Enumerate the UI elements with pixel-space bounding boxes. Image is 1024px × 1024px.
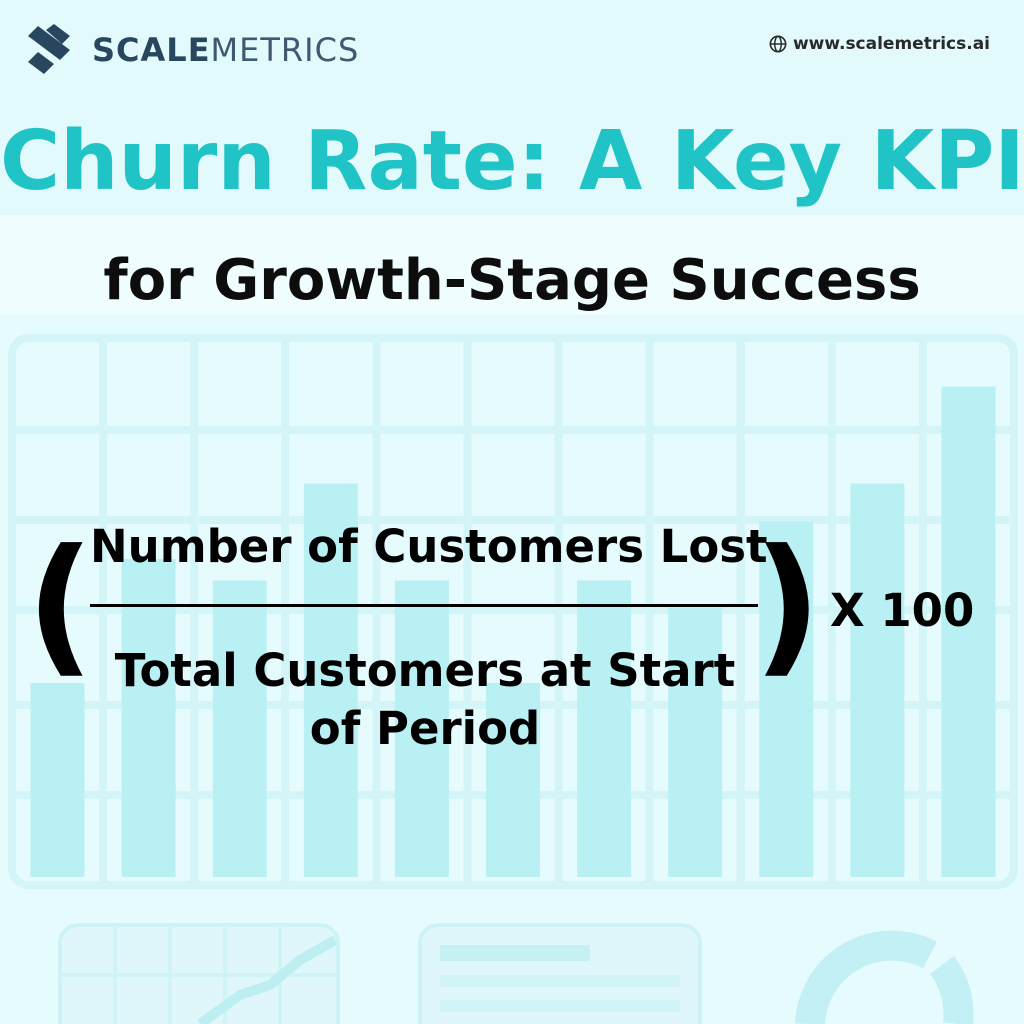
scalemetrics-logo-icon (28, 24, 70, 74)
website[interactable]: www.scalemetrics.ai (769, 34, 990, 54)
decor-bar (941, 386, 996, 877)
decor-bar (30, 682, 85, 877)
decor-donut (795, 930, 937, 1024)
page-title: Churn Rate: A Key KPI (0, 114, 1024, 209)
formula-open-paren: ( (26, 518, 95, 692)
brand-name: SCALEMETRICS (92, 30, 359, 70)
header-band (0, 0, 1024, 215)
decor-bar (212, 580, 267, 877)
decor-bar (121, 558, 176, 877)
decor-bars (30, 386, 996, 877)
fraction-line (90, 604, 758, 607)
website-url[interactable]: www.scalemetrics.ai (792, 34, 990, 54)
decor-bar (303, 483, 358, 877)
decor-bar (668, 607, 723, 877)
globe-icon (769, 35, 787, 53)
page-subtitle: for Growth-Stage Success (103, 248, 921, 313)
brand-name-bold: SCALE (92, 31, 211, 69)
formula-numerator: Number of Customers Lost (90, 520, 768, 573)
decor-bar (759, 521, 814, 877)
decor-bar (486, 682, 540, 877)
decor-bar (577, 580, 632, 877)
subtitle-band (0, 215, 1024, 315)
decor-trend-line (197, 935, 338, 1024)
formula-denominator: Total Customers at Start of Period (114, 644, 736, 755)
decor-bar (850, 483, 905, 877)
formula-multiplier: X 100 (830, 584, 975, 637)
brand-name-light: METRICS (210, 31, 360, 69)
formula-close-paren: ) (753, 518, 822, 692)
decor-bar (394, 580, 449, 877)
decor-panels (58, 923, 974, 1024)
